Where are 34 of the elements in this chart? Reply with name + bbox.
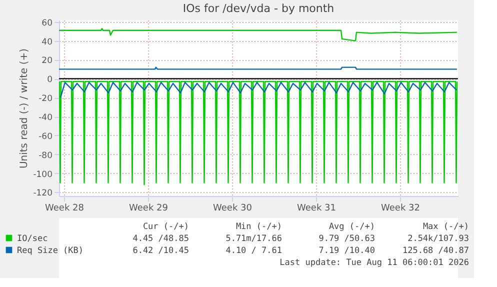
- y-tick-label: 60: [42, 18, 52, 28]
- chart-title: IOs for /dev/vda - by month: [182, 2, 334, 15]
- x-tick-label: Week 30: [213, 204, 252, 214]
- y-tick-label: -80: [38, 150, 52, 161]
- text: 7.19 /10.40: [318, 246, 375, 256]
- text: Max (-/+): [422, 222, 469, 232]
- x-tick-label: Week 32: [381, 204, 420, 214]
- y-tick-label: 40: [42, 37, 52, 48]
- y-tick-label: 0: [47, 75, 52, 86]
- text: 9.79 /50.63: [318, 234, 375, 244]
- text: 2.54k/107.93: [408, 234, 469, 244]
- y-tick-label: -100: [33, 170, 52, 180]
- text: Cur (-/+): [142, 222, 189, 232]
- y-tick-label: 20: [42, 56, 52, 66]
- text: 4.45 /48.85: [132, 234, 189, 244]
- x-tick-label: Week 28: [45, 204, 84, 214]
- y-tick-label: -40: [38, 113, 52, 124]
- text: 6.42 /10.45: [132, 246, 189, 256]
- legend-label: IO/sec: [17, 234, 48, 244]
- text: 125.68 /40.87: [402, 246, 469, 256]
- x-tick-label: Week 29: [129, 204, 168, 214]
- y-axis-title: Units read (-) / write (+): [19, 48, 30, 169]
- line-series: [59, 28, 458, 42]
- text: Avg (-/+): [328, 222, 375, 232]
- text: Min (-/+): [236, 222, 282, 232]
- legend-label: Req Size (KB): [17, 246, 84, 256]
- y-tick-label: -20: [38, 94, 52, 104]
- x-tick-label: Week 31: [297, 204, 336, 214]
- text: 5.71m/17.66: [226, 234, 282, 244]
- y-tick-label: -120: [33, 188, 52, 199]
- text: 4.10 / 7.61: [226, 246, 282, 256]
- text: Last update: Tue Aug 11 06:00:01 2026: [280, 258, 469, 268]
- y-tick-label: -60: [38, 132, 52, 142]
- line-series: [60, 82, 458, 98]
